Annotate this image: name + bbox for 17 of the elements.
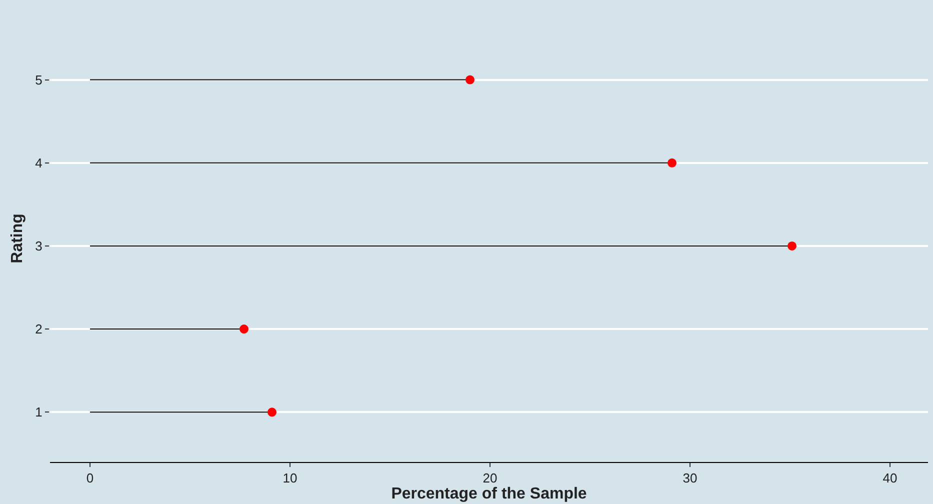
x-tick-label: 0 [86, 470, 94, 486]
x-tick-label: 10 [282, 470, 298, 486]
y-tick-label: 4 [35, 155, 42, 170]
y-tick-label: 3 [35, 238, 42, 254]
y-tick-label: 2 [35, 322, 42, 337]
point [466, 75, 474, 84]
x-tick-label: 20 [482, 470, 498, 486]
point [268, 408, 276, 417]
x-tick-label: 30 [682, 470, 698, 486]
y-tick-label: 1 [35, 404, 42, 420]
y-axis-title: Rating [9, 214, 26, 264]
y-tick-label: 5 [35, 72, 42, 88]
x-tick-label: 40 [882, 470, 898, 486]
point [788, 241, 796, 250]
point [668, 158, 676, 168]
point [240, 324, 248, 334]
x-axis-title: Percentage of the Sample [391, 486, 587, 503]
